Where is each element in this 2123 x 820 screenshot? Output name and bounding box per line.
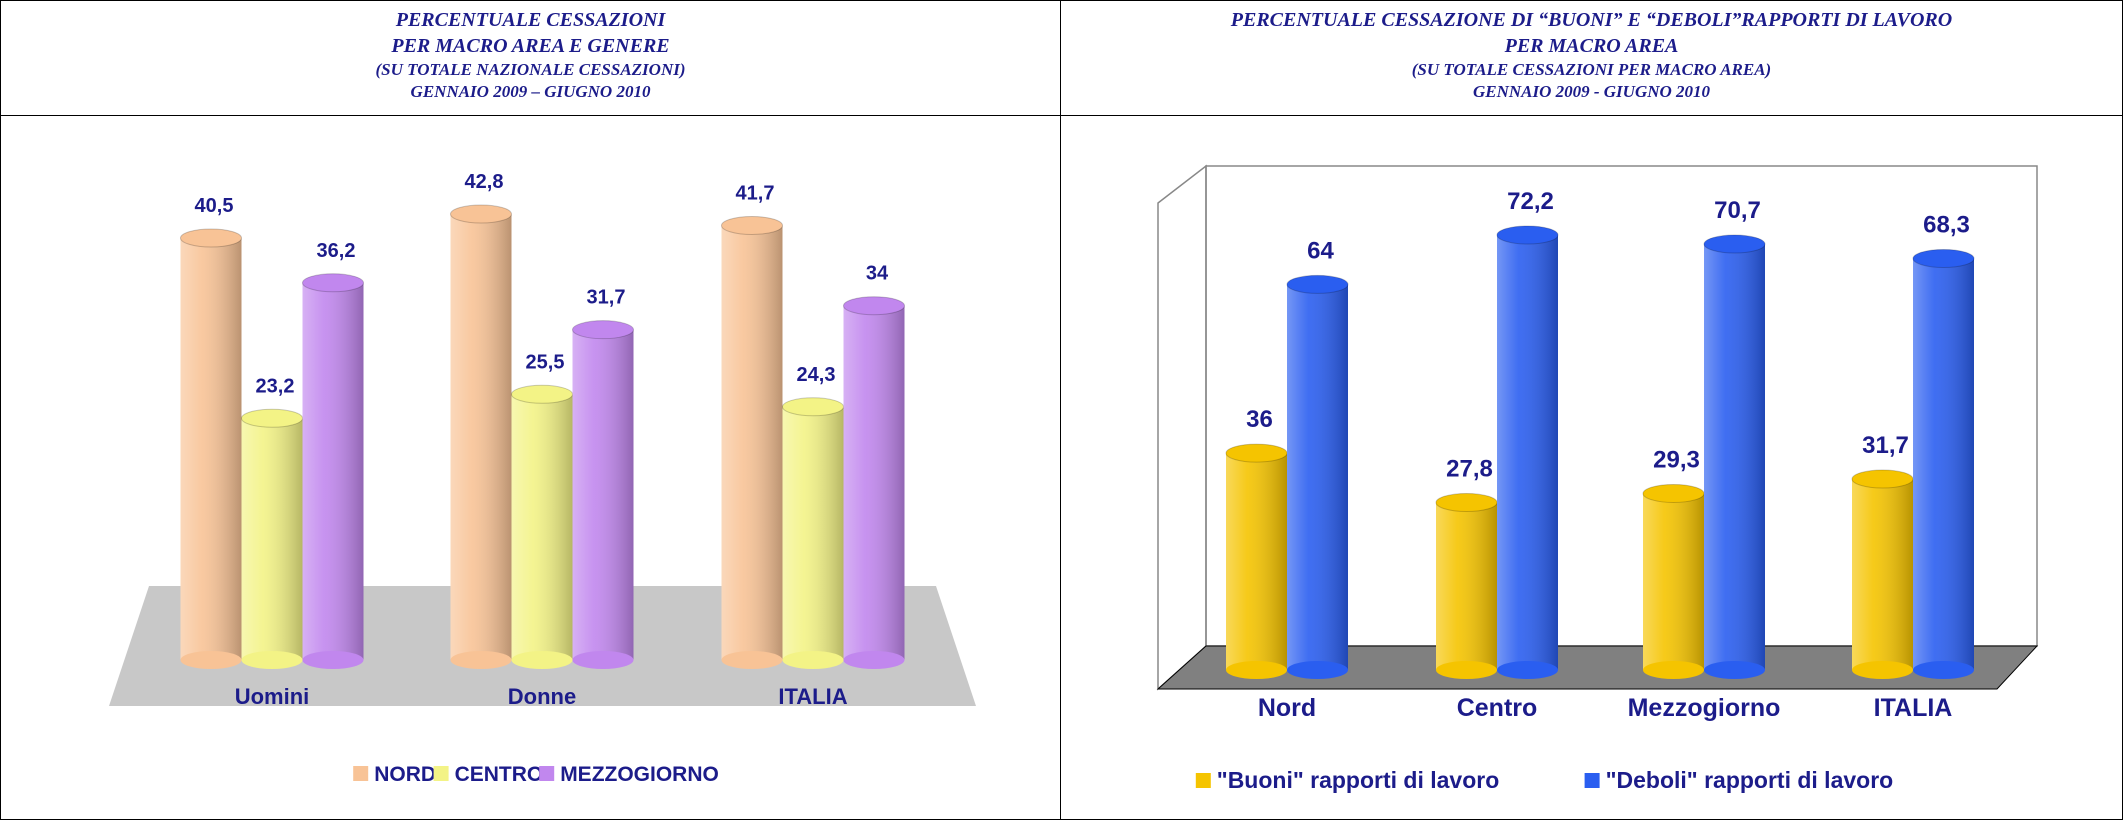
bar bbox=[1642, 483, 1705, 679]
value-label: 36,2 bbox=[317, 240, 356, 262]
title-line: GENNAIO 2009 - GIUGNO 2010 bbox=[1472, 82, 1711, 101]
value-label: 42,8 bbox=[465, 171, 504, 193]
value-label: 29,3 bbox=[1653, 446, 1700, 473]
value-label: 25,5 bbox=[526, 351, 565, 373]
title-line: PERCENTUALE CESSAZIONE DI “BUONI” E “DEB… bbox=[1230, 9, 1953, 31]
x-tick-label: ITALIA bbox=[778, 684, 847, 709]
bar bbox=[1912, 248, 1975, 679]
value-label: 68,3 bbox=[1923, 211, 1970, 238]
legend-label: "Deboli" rapporti di lavoro bbox=[1606, 767, 1894, 793]
bar bbox=[241, 408, 303, 669]
value-label: 24,3 bbox=[797, 364, 836, 386]
bar bbox=[572, 320, 634, 669]
x-tick-label: Mezzogiorno bbox=[1628, 694, 1781, 722]
value-label: 27,8 bbox=[1446, 456, 1493, 483]
bar bbox=[721, 215, 783, 669]
bar bbox=[1703, 234, 1766, 679]
title-line: PER MACRO AREA bbox=[1504, 35, 1679, 57]
legend-label: CENTRO bbox=[455, 763, 544, 786]
legend-swatch bbox=[433, 766, 449, 781]
bar bbox=[450, 204, 512, 669]
value-label: 72,2 bbox=[1507, 188, 1554, 215]
title-line: PER MACRO AREA E GENERE bbox=[391, 35, 670, 57]
bar bbox=[1851, 469, 1914, 679]
title-cell: PERCENTUALE CESSAZIONI PER MACRO AREA E … bbox=[1, 1, 1061, 116]
legend-label: MEZZOGIORNO bbox=[560, 763, 719, 786]
title-line: (SU TOTALE NAZIONALE CESSAZIONI) bbox=[375, 60, 686, 79]
value-label: 34 bbox=[866, 263, 889, 285]
legend-label: "Buoni" rapporti di lavoro bbox=[1217, 767, 1499, 793]
title-cell: PERCENTUALE CESSAZIONE DI “BUONI” E “DEB… bbox=[1061, 1, 2122, 116]
title-line: GENNAIO 2009 – GIUGNO 2010 bbox=[410, 82, 651, 101]
value-label: 31,7 bbox=[1862, 432, 1909, 459]
x-tick-label: Donne bbox=[508, 684, 576, 709]
floor bbox=[1156, 645, 2039, 690]
title-line: (SU TOTALE CESSAZIONI PER MACRO AREA) bbox=[1411, 60, 1772, 79]
bar bbox=[1225, 443, 1288, 679]
chart: 36 64 Nord 27,8 72,2 Centro 29,3 70,7 Mezzogiorn… bbox=[1156, 164, 2039, 793]
value-label: 36 bbox=[1246, 406, 1273, 433]
bar bbox=[1496, 225, 1559, 679]
x-tick-label: Centro bbox=[1457, 694, 1538, 722]
chart-cell: 36 64 Nord 27,8 72,2 Centro 29,3 70,7 Mezzogiorn… bbox=[1061, 116, 2122, 819]
bar bbox=[511, 384, 573, 669]
legend-swatch bbox=[1195, 773, 1211, 788]
bar bbox=[180, 228, 242, 669]
bar bbox=[302, 273, 364, 669]
x-tick-label: Nord bbox=[1258, 694, 1316, 722]
x-tick-label: Uomini bbox=[235, 684, 310, 709]
frame bbox=[1157, 164, 1207, 691]
x-tick-label: ITALIA bbox=[1874, 694, 1953, 722]
legend-swatch bbox=[353, 766, 369, 781]
legend-swatch bbox=[1584, 773, 1600, 788]
bar bbox=[1286, 274, 1349, 679]
value-label: 40,5 bbox=[195, 195, 234, 217]
title-line: PERCENTUALE CESSAZIONI bbox=[395, 9, 666, 31]
bar bbox=[782, 397, 844, 669]
value-label: 64 bbox=[1307, 237, 1334, 264]
legend-label: NORD bbox=[374, 763, 436, 786]
chart: 40,5 23,2 36,2 Uomini 42,8 25,5 31,7 Donne 41,7 2… bbox=[109, 171, 976, 786]
bar bbox=[843, 296, 905, 669]
value-label: 31,7 bbox=[587, 287, 626, 309]
bar bbox=[1435, 493, 1498, 679]
value-label: 23,2 bbox=[256, 375, 295, 397]
value-label: 70,7 bbox=[1714, 197, 1761, 224]
value-label: 41,7 bbox=[736, 182, 775, 204]
legend-swatch bbox=[539, 766, 555, 781]
chart-cell: 40,5 23,2 36,2 Uomini 42,8 25,5 31,7 Donne 41,7 2… bbox=[1, 116, 1061, 819]
